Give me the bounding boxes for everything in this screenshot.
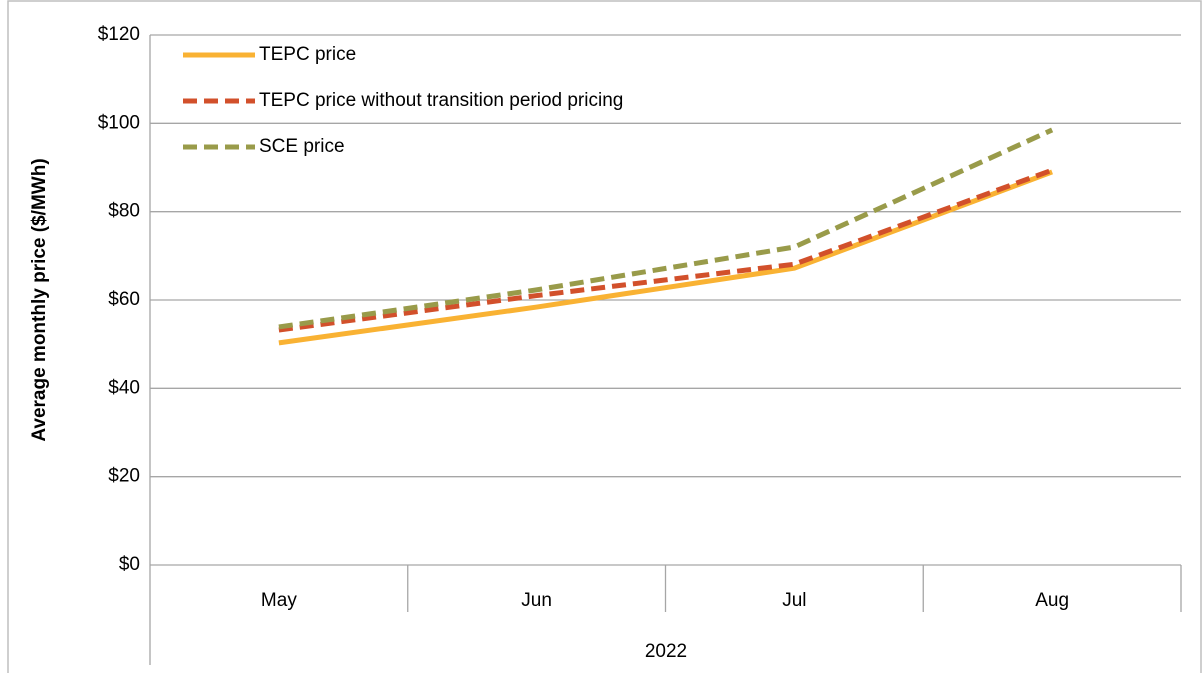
legend-label: SCE price bbox=[259, 136, 345, 157]
legend-label: TEPC price without transition period pri… bbox=[259, 90, 623, 111]
x-tick-label: Jul bbox=[782, 590, 806, 611]
y-tick-label: $100 bbox=[98, 112, 140, 133]
y-tick-label: $0 bbox=[119, 554, 140, 575]
chart-frame bbox=[7, 0, 1202, 673]
y-tick-label: $120 bbox=[98, 24, 140, 45]
y-tick-label: $20 bbox=[108, 466, 140, 487]
series-line bbox=[278, 127, 1054, 330]
legend-label: TEPC price bbox=[259, 44, 356, 65]
x-tick-label: May bbox=[261, 590, 297, 611]
x-tick-label: Jun bbox=[521, 590, 552, 611]
x-tick-label: Aug bbox=[1035, 590, 1069, 611]
y-tick-label: $80 bbox=[108, 201, 140, 222]
x-group-label: 2022 bbox=[645, 641, 687, 662]
series-line bbox=[278, 167, 1053, 333]
y-tick-label: $40 bbox=[108, 377, 140, 398]
y-axis-label: Average monthly price ($/MWh) bbox=[29, 158, 50, 441]
y-tick-label: $60 bbox=[108, 289, 140, 310]
series-line bbox=[278, 169, 1054, 346]
